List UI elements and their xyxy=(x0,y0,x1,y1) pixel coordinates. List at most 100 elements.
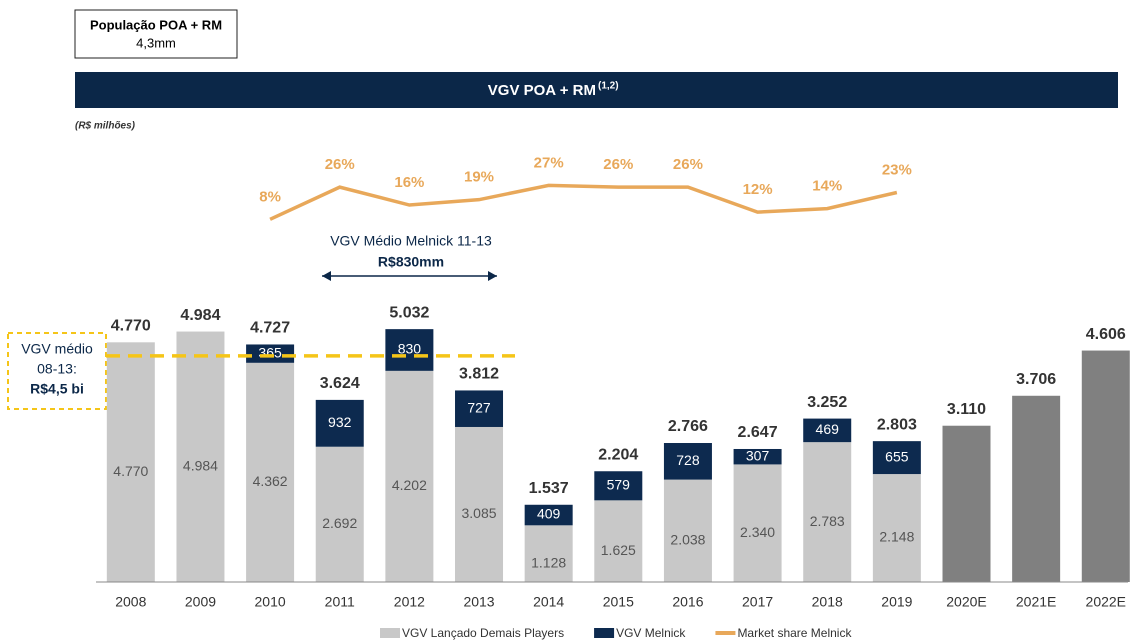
bar xyxy=(455,390,504,427)
total-label: 3.110 xyxy=(947,401,986,418)
bar xyxy=(385,329,434,371)
bar-value-label: 365 xyxy=(258,344,282,360)
bar xyxy=(733,464,782,582)
legend-label: VGV Lançado Demais Players xyxy=(402,626,564,640)
total-label: 2.803 xyxy=(877,416,917,433)
line-value-label: 14% xyxy=(812,178,842,195)
bar xyxy=(385,370,434,582)
header-subtitle: 4,3mm xyxy=(136,35,176,50)
bar xyxy=(663,443,712,480)
bar-value-label: 307 xyxy=(746,447,770,463)
total-label: 2.647 xyxy=(738,424,778,441)
line-value-label: 26% xyxy=(603,156,633,173)
bar-value-label: 2.692 xyxy=(322,515,357,531)
bar xyxy=(1012,395,1061,582)
legend-swatch xyxy=(380,628,400,638)
bar xyxy=(315,446,364,582)
bar-value-label: 4.770 xyxy=(113,463,148,479)
line-value-label: 27% xyxy=(534,154,564,171)
x-tick-label: 2014 xyxy=(533,594,564,610)
title-bar xyxy=(75,72,1118,108)
x-tick-label: 2009 xyxy=(185,594,216,610)
total-label: 4.606 xyxy=(1086,326,1126,343)
bar xyxy=(524,504,573,526)
x-tick-label: 2019 xyxy=(881,594,912,610)
bar-value-label: 727 xyxy=(467,399,491,415)
legend-label: VGV Melnick xyxy=(616,626,686,640)
bar xyxy=(803,442,852,582)
bar xyxy=(733,448,782,465)
bar xyxy=(872,474,921,582)
legend-label: Market share Melnick xyxy=(737,626,852,640)
x-tick-label: 2012 xyxy=(394,594,425,610)
bar-value-label: 2.783 xyxy=(810,513,845,529)
bar-value-label: 830 xyxy=(398,341,422,357)
bar xyxy=(106,342,155,582)
bar-value-label: 932 xyxy=(328,414,352,430)
reference-label: VGV médio xyxy=(21,341,93,357)
total-label: 4.770 xyxy=(111,318,151,335)
bar xyxy=(872,441,921,475)
x-tick-label: 2020E xyxy=(946,594,986,610)
x-tick-label: 2013 xyxy=(463,594,494,610)
line-value-label: 12% xyxy=(743,181,773,198)
reference-box xyxy=(7,332,107,410)
unit-label: (R$ milhões) xyxy=(75,121,136,132)
line-value-label: 16% xyxy=(394,174,424,191)
header-title: População POA + RM xyxy=(90,17,222,32)
line-value-label: 19% xyxy=(464,169,494,186)
bar-value-label: 1.128 xyxy=(531,554,566,570)
total-label: 2.204 xyxy=(598,446,638,463)
bar xyxy=(594,500,643,582)
line-value-label: 26% xyxy=(673,156,703,173)
line-value-label: 8% xyxy=(259,188,281,205)
total-label: 2.766 xyxy=(668,418,708,435)
total-label: 3.624 xyxy=(320,375,360,392)
line xyxy=(269,183,898,221)
bar-value-label: 469 xyxy=(816,421,840,437)
bar-value-label: 4.362 xyxy=(253,473,288,489)
total-label: 3.812 xyxy=(459,366,499,383)
bar xyxy=(663,479,712,582)
x-tick-label: 2015 xyxy=(603,594,634,610)
bar-value-label: 2.340 xyxy=(740,524,775,540)
x-tick-label: 2022E xyxy=(1086,594,1126,610)
total-label: 5.032 xyxy=(389,304,429,321)
x-tick-label: 2011 xyxy=(325,594,355,610)
line-value-label: 26% xyxy=(325,156,355,173)
x-tick-label: 2010 xyxy=(255,594,286,610)
bar-value-label: 579 xyxy=(607,476,631,492)
x-tick-label: 2016 xyxy=(672,594,703,610)
total-label: 4.984 xyxy=(180,307,220,324)
total-label: 4.727 xyxy=(250,320,290,337)
bar xyxy=(455,426,504,582)
bar xyxy=(942,425,991,582)
bar-value-label: 4.202 xyxy=(392,477,427,493)
bar xyxy=(315,399,364,447)
total-label: 3.706 xyxy=(1016,371,1056,388)
bar-value-label: 3.085 xyxy=(461,505,496,521)
bar xyxy=(1081,350,1130,582)
bar xyxy=(594,471,643,501)
bar xyxy=(803,418,852,443)
header-box xyxy=(74,9,238,59)
chart-title: VGV POA + RM xyxy=(488,82,596,99)
bar-value-label: 655 xyxy=(885,448,909,464)
bar xyxy=(246,344,295,363)
reference-label: R$4,5 bi xyxy=(30,381,84,397)
x-tick-label: 2017 xyxy=(742,594,773,610)
x-tick-label: 2018 xyxy=(812,594,843,610)
title-superscript: (1,2) xyxy=(598,81,619,92)
total-label: 1.537 xyxy=(529,480,569,497)
x-tick-label: 2021E xyxy=(1016,594,1056,610)
bar-value-label: 728 xyxy=(676,452,700,468)
bar-value-label: 409 xyxy=(537,506,561,522)
bar xyxy=(524,525,573,582)
legend-swatch xyxy=(594,628,615,638)
bar xyxy=(176,331,225,582)
reference-label: 08-13: xyxy=(37,361,77,377)
x-tick-label: 2008 xyxy=(115,594,146,610)
bar-value-label: 1.625 xyxy=(601,542,636,558)
line-value-label: 23% xyxy=(882,161,912,178)
